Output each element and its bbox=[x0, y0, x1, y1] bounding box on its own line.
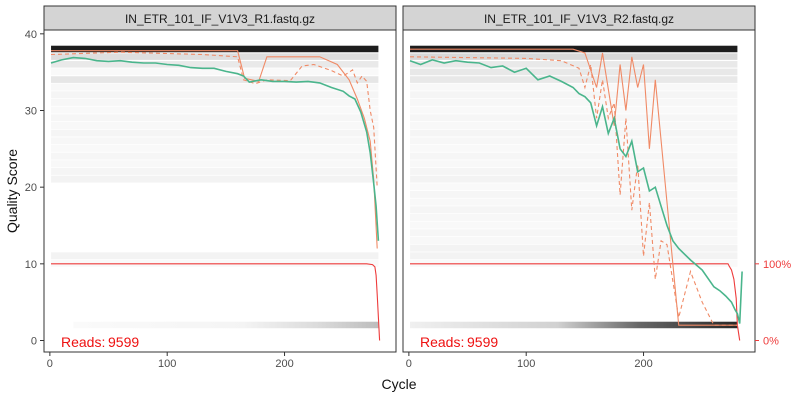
q25-quality-line bbox=[50, 51, 378, 188]
panel-title: IN_ETR_101_IF_V1V3_R1.fastq.gz bbox=[125, 12, 315, 26]
heat-row bbox=[410, 145, 738, 152]
heat-row bbox=[410, 229, 738, 237]
heat-row bbox=[51, 168, 379, 175]
heat-row bbox=[51, 145, 379, 152]
heat-row bbox=[410, 191, 738, 198]
heat-row bbox=[51, 160, 379, 168]
heat-row bbox=[51, 91, 379, 99]
heat-row bbox=[51, 137, 379, 145]
x-tick-label: 200 bbox=[634, 358, 652, 370]
heat-row bbox=[410, 237, 738, 244]
heat-band bbox=[410, 321, 738, 329]
panel-strip bbox=[402, 5, 756, 31]
q25-layer bbox=[409, 56, 738, 326]
heat-band bbox=[73, 321, 379, 329]
cumulative-reads-line bbox=[410, 263, 741, 341]
panel-strip bbox=[43, 5, 397, 31]
secondary-tick-label: 100% bbox=[763, 259, 791, 271]
reads-label: Reads: bbox=[420, 334, 464, 350]
reads-annotation: Reads: 9599 bbox=[420, 334, 498, 350]
heat-row bbox=[410, 106, 738, 114]
heat-row bbox=[51, 68, 379, 76]
heat-row bbox=[51, 99, 379, 106]
secondary-axis: 100% 0% bbox=[755, 259, 791, 348]
reads-value: 9599 bbox=[108, 334, 139, 350]
heat-row bbox=[410, 152, 738, 160]
y-axis: 0 10 20 30 40 bbox=[25, 29, 44, 348]
panel-background bbox=[43, 29, 397, 353]
heat-band bbox=[51, 76, 379, 83]
x-tick-label: 100 bbox=[158, 358, 176, 370]
y-tick-label: 20 bbox=[25, 182, 37, 194]
heat-row bbox=[410, 214, 738, 221]
q25-quality-line bbox=[409, 56, 738, 326]
heat-row bbox=[410, 183, 738, 191]
cumulative-reads-layer bbox=[410, 263, 741, 341]
x-tick-label: 200 bbox=[275, 358, 293, 370]
y-tick-label: 30 bbox=[25, 106, 37, 118]
x-axis: 0 100 200 bbox=[47, 352, 294, 370]
heat-row bbox=[410, 137, 738, 145]
heat-row bbox=[410, 168, 738, 175]
heat-row bbox=[51, 152, 379, 160]
panel-r1: IN_ETR_101_IF_V1V3_R1.fastq.gz Reads: 95… bbox=[25, 5, 397, 370]
mean-quality-line bbox=[50, 56, 380, 241]
cumulative-reads-layer bbox=[51, 263, 381, 341]
panel-title: IN_ETR_101_IF_V1V3_R2.fastq.gz bbox=[484, 12, 674, 26]
cumulative-reads-line bbox=[51, 263, 381, 341]
heat-band bbox=[51, 53, 379, 60]
heat-band bbox=[410, 53, 738, 60]
reads-annotation: Reads: 9599 bbox=[61, 334, 139, 350]
heat-row bbox=[51, 114, 379, 122]
heat-row bbox=[410, 160, 738, 168]
mean-layer bbox=[409, 59, 743, 324]
x-tick-label: 0 bbox=[406, 358, 412, 370]
x-tick-label: 0 bbox=[47, 358, 53, 370]
q25-layer bbox=[50, 51, 378, 188]
heat-row bbox=[410, 129, 738, 137]
reads-label: Reads: bbox=[61, 334, 105, 350]
median-quality-line bbox=[410, 48, 738, 326]
heat-band bbox=[410, 68, 738, 76]
y-axis-title: Quality Score bbox=[4, 149, 20, 233]
heat-row bbox=[410, 175, 738, 183]
heat-row bbox=[410, 252, 738, 260]
heat-row bbox=[51, 252, 379, 260]
y-tick-label: 10 bbox=[25, 259, 37, 271]
heat-row bbox=[410, 198, 738, 206]
heat-row bbox=[410, 206, 738, 214]
heat-row bbox=[410, 221, 738, 229]
panel-r2: IN_ETR_101_IF_V1V3_R2.fastq.gz Reads: 95… bbox=[402, 5, 791, 370]
heat-row bbox=[410, 114, 738, 122]
heat-band bbox=[51, 45, 379, 53]
reads-value: 9599 bbox=[467, 334, 498, 350]
heat-band bbox=[410, 76, 738, 83]
heat-row bbox=[410, 99, 738, 106]
mean-quality-line bbox=[409, 59, 743, 324]
x-axis: 0 100 200 bbox=[406, 352, 653, 370]
y-tick-label: 40 bbox=[25, 29, 37, 41]
quality-heatmap bbox=[51, 45, 379, 329]
y-tick-label: 0 bbox=[31, 336, 37, 348]
heat-row bbox=[410, 76, 738, 83]
x-axis-title: Cycle bbox=[381, 376, 416, 392]
heat-row bbox=[51, 175, 379, 183]
heat-row bbox=[51, 83, 379, 91]
heat-row bbox=[51, 129, 379, 137]
heat-band bbox=[410, 61, 738, 68]
x-tick-label: 100 bbox=[517, 358, 535, 370]
heat-row bbox=[51, 76, 379, 83]
heat-row bbox=[410, 122, 738, 129]
mean-layer bbox=[50, 56, 380, 241]
heat-row bbox=[410, 244, 738, 252]
heat-band bbox=[51, 61, 379, 68]
heat-row bbox=[410, 68, 738, 76]
heat-row bbox=[51, 122, 379, 129]
heat-row bbox=[51, 106, 379, 114]
secondary-tick-label: 0% bbox=[763, 336, 779, 348]
q75-layer bbox=[410, 48, 738, 326]
heat-row bbox=[410, 91, 738, 99]
